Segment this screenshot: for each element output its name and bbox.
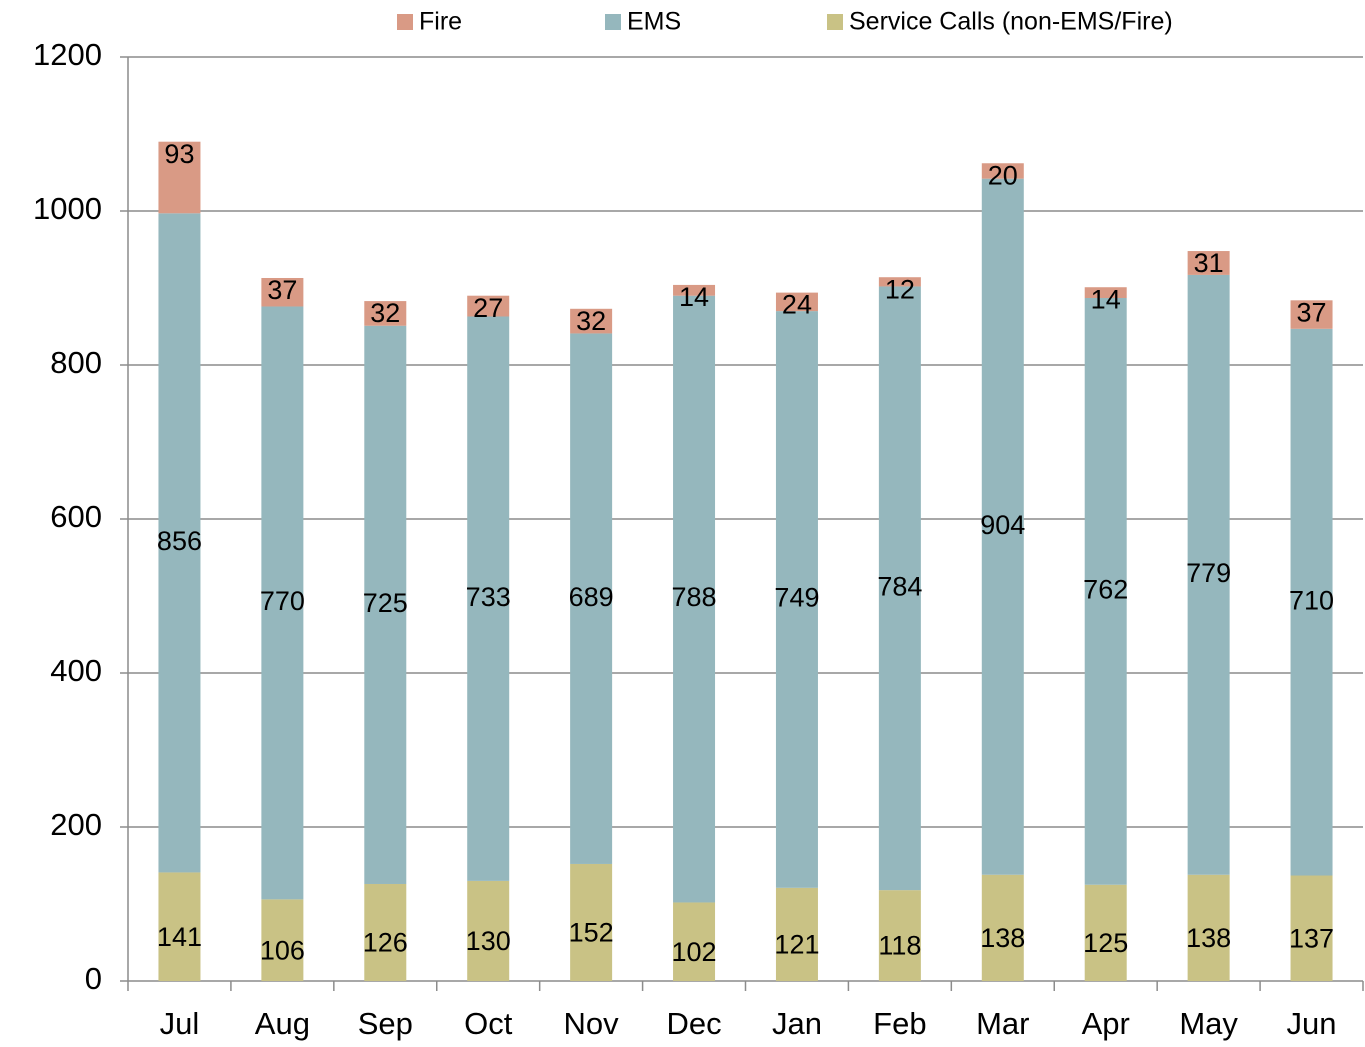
legend-swatch (397, 14, 413, 30)
bar-segment (158, 872, 201, 981)
data-label: 31 (1194, 248, 1224, 278)
bar-segment (1187, 251, 1230, 275)
y-tick-label: 1000 (33, 191, 102, 226)
x-tick-label: May (1179, 1006, 1238, 1041)
legend-label: Fire (419, 8, 462, 36)
bar-segment (1290, 875, 1333, 981)
y-tick-label: 800 (50, 345, 102, 380)
data-label: 710 (1289, 585, 1334, 615)
data-label: 93 (164, 139, 194, 169)
y-tick-label: 0 (85, 961, 102, 996)
x-tick-label: Jan (772, 1006, 822, 1041)
bar-segment (673, 902, 716, 981)
x-tick-label: Mar (976, 1006, 1029, 1041)
bar-segment (1084, 298, 1127, 885)
data-label: 788 (672, 582, 717, 612)
data-label: 152 (569, 918, 614, 948)
bar-segment (775, 311, 818, 888)
x-tick-label: Apr (1082, 1006, 1130, 1041)
data-label: 784 (877, 571, 922, 601)
data-label: 106 (260, 935, 305, 965)
x-tick-label: Dec (666, 1006, 721, 1041)
x-tick-label: Feb (873, 1006, 926, 1041)
legend-label: Service Calls (non-EMS/Fire) (849, 8, 1173, 36)
bar-segment (1290, 300, 1333, 329)
x-tick-label: Nov (564, 1006, 620, 1041)
data-label: 689 (569, 582, 614, 612)
bar-segment (467, 295, 510, 317)
bar-segment (570, 308, 613, 334)
data-label: 141 (157, 922, 202, 952)
bar-segment (570, 333, 613, 864)
data-label: 126 (363, 928, 408, 958)
legend-swatch (827, 14, 843, 30)
data-label: 20 (988, 160, 1018, 190)
bar-segment (364, 301, 407, 326)
x-tick-label: Jul (160, 1006, 200, 1041)
data-label: 856 (157, 526, 202, 556)
data-label: 14 (1091, 284, 1121, 314)
data-label: 770 (260, 586, 305, 616)
bar-segment (981, 163, 1024, 179)
bar-segment (1290, 328, 1333, 876)
data-label: 118 (878, 931, 921, 961)
bar-segment (878, 286, 921, 891)
data-label: 138 (1186, 923, 1231, 953)
bar-segment (467, 880, 510, 981)
y-tick-label: 1200 (33, 37, 102, 72)
bar-segment (981, 178, 1024, 875)
y-tick-label: 200 (50, 807, 102, 842)
bar-segment (261, 277, 304, 307)
bar-segment (673, 295, 716, 903)
data-label: 779 (1186, 558, 1231, 588)
data-label: 27 (473, 293, 503, 323)
data-label: 904 (980, 510, 1025, 540)
bar-segment (467, 316, 510, 881)
data-label: 24 (782, 290, 812, 320)
data-label: 130 (466, 926, 511, 956)
x-tick-label: Sep (358, 1006, 413, 1041)
data-label: 37 (267, 275, 297, 305)
data-label: 725 (363, 588, 408, 618)
bar-segment (364, 325, 407, 884)
data-label: 12 (885, 274, 915, 304)
legend-swatch (605, 14, 621, 30)
bar-segment (878, 890, 921, 981)
bar-segment (981, 874, 1024, 981)
bar-segment (158, 141, 201, 214)
bar-segment (775, 887, 818, 981)
bar-segment (1187, 874, 1230, 981)
bar-segment (878, 277, 921, 287)
bar-segment (261, 899, 304, 981)
data-label: 749 (774, 583, 819, 613)
x-tick-label: Aug (255, 1006, 310, 1041)
bar-segment (570, 863, 613, 981)
data-label: 14 (679, 282, 709, 312)
data-label: 37 (1297, 297, 1327, 327)
x-tick-label: Jun (1287, 1006, 1337, 1041)
bar-segment (1084, 884, 1127, 981)
data-label: 125 (1083, 928, 1128, 958)
legend-label: EMS (627, 8, 681, 36)
data-label: 32 (576, 306, 606, 336)
data-label: 102 (672, 937, 717, 967)
bar-segment (775, 292, 818, 312)
data-label: 121 (774, 930, 819, 960)
data-label: 32 (370, 298, 400, 328)
bar-segment (364, 883, 407, 981)
data-label: 138 (980, 923, 1025, 953)
bar-segment (158, 213, 201, 873)
bar-segment (261, 306, 304, 900)
bar-segment (1084, 287, 1127, 299)
bar-segment (673, 284, 716, 296)
y-tick-label: 400 (50, 653, 102, 688)
bar-segment (1187, 274, 1230, 875)
y-tick-label: 600 (50, 499, 102, 534)
data-label: 137 (1289, 923, 1334, 953)
data-label: 733 (466, 582, 511, 612)
data-label: 762 (1083, 575, 1128, 605)
x-tick-label: Oct (464, 1006, 513, 1041)
